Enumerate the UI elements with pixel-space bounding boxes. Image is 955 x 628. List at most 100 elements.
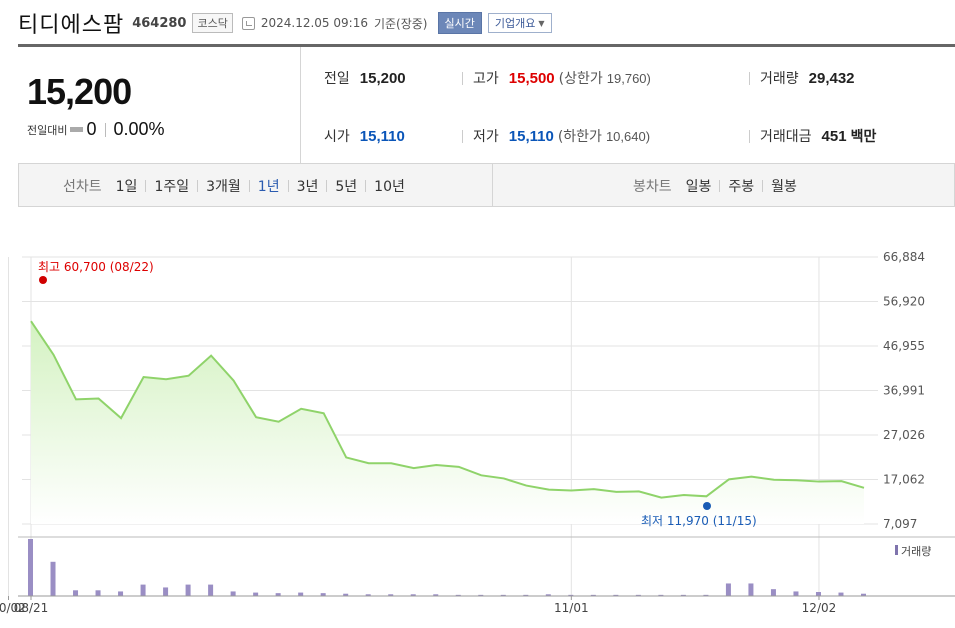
stat-divider [749, 130, 750, 143]
volume-bar [815, 592, 821, 596]
volume-bar [680, 594, 686, 596]
change-percent: 0.00% [113, 119, 165, 139]
tab-period-5[interactable]: 5년 [335, 179, 358, 195]
volume-bar [568, 594, 574, 596]
company-overview-label: 기업개요 [494, 17, 536, 30]
volume-bar [770, 589, 776, 596]
stat-divider [462, 130, 463, 143]
low-label: 저가 [473, 129, 499, 145]
prev-close-value: 15,200 [359, 69, 406, 87]
volume-bar [613, 594, 619, 596]
amount-label: 거래대금 [760, 129, 812, 145]
volume-bar [635, 594, 641, 596]
tab-candle-0[interactable]: 일봉 [685, 179, 712, 195]
tab-candle-1[interactable]: 주봉 [728, 179, 755, 195]
volume-bar [388, 594, 394, 596]
y-tick-label: 46,955 [883, 339, 925, 353]
upper-limit-value: 19,760) [606, 70, 651, 86]
change-row: 전일대비 0 0.00% [27, 119, 165, 140]
tab-divider [248, 180, 250, 192]
amount-unit: 백만 [850, 129, 877, 145]
change-label: 전일대비 [27, 123, 68, 137]
volume-bar [343, 593, 349, 596]
low-stat: 저가 15,110 (하한가 10,640) [473, 126, 650, 146]
y-tick-label: 7,097 [883, 517, 917, 531]
tab-divider [365, 180, 367, 192]
volume-value: 29,432 [808, 69, 855, 87]
tab-period-0[interactable]: 1일 [115, 179, 138, 195]
open-stat: 시가 15,110 [324, 126, 405, 146]
volume-bar [365, 594, 371, 596]
tab-period-3[interactable]: 1년 [257, 179, 280, 195]
volume-bar [320, 593, 326, 596]
x-tick-label: 11/01 [554, 601, 589, 615]
prev-close-label: 전일 [324, 71, 350, 87]
volume-bar [658, 594, 664, 596]
volume-bar [118, 591, 124, 596]
tab-period-4[interactable]: 3년 [296, 179, 319, 195]
y-tick-label: 36,991 [883, 383, 925, 397]
price-summary: 15,200 전일대비 0 0.00% 전일 15,200 고가 15,500 … [18, 47, 955, 164]
price-chart: 66,884 56,920 46,955 36,991 27,026 17,062 7,09… [0, 214, 955, 628]
y-tick-label: 56,920 [883, 294, 925, 308]
volume-bar [455, 594, 461, 596]
price-line [30, 320, 865, 499]
y-tick-label: 17,062 [883, 472, 925, 486]
amount-stat: 거래대금 451 백만 [760, 126, 876, 146]
tab-divider [762, 180, 764, 192]
volume-bar [95, 590, 101, 596]
volume-bar [208, 584, 214, 596]
tab-period-6[interactable]: 10년 [374, 179, 405, 195]
volume-bar [838, 592, 844, 596]
low-marker [703, 502, 711, 510]
y-tick-label: 66,884 [883, 250, 925, 264]
amount-value: 451 [821, 127, 847, 145]
tab-candle-2[interactable]: 월봉 [771, 179, 797, 195]
tab-period-1[interactable]: 1주일 [154, 179, 190, 195]
open-value: 15,110 [359, 127, 405, 145]
volume-bar [590, 594, 596, 596]
volume-legend-label: 거래량 [901, 545, 931, 558]
high-annotation: 최고 60,700 (08/22) [38, 260, 154, 274]
stock-name: 티디에스팜 [18, 13, 125, 38]
volume-bar [275, 593, 281, 596]
price-area [31, 321, 864, 524]
tab-divider [326, 180, 328, 192]
volume-bar [500, 594, 506, 596]
market-badge: 코스닥 [192, 13, 233, 33]
quote-datetime: 2024.12.05 09:16 [260, 16, 368, 30]
tab-period-2[interactable]: 3개월 [206, 179, 241, 195]
volume-bar [545, 594, 551, 596]
tab-divider [145, 180, 147, 192]
current-price: 15,200 [27, 71, 132, 112]
x-tick-label: 10/02 [0, 601, 26, 615]
volume-bar [73, 590, 79, 596]
volume-bar [253, 592, 259, 596]
realtime-button[interactable]: 실시간 [437, 12, 482, 34]
volume-bar [478, 594, 484, 596]
high-label: 고가 [473, 71, 499, 87]
price-chart-svg: 66,884 56,920 46,955 36,991 27,026 17,062 7,09… [0, 250, 955, 615]
tab-divider [719, 180, 721, 192]
volume-bar [28, 539, 33, 596]
low-value: 15,110 [508, 127, 554, 145]
current-price-block: 15,200 전일대비 0 0.00% [18, 47, 301, 164]
volume-bar [433, 594, 439, 596]
chart-tabbar: 선차트 1일 1주일 3개월 1년 3년 5년 10년 봉차트 일봉 주봉 월봉 [18, 164, 955, 207]
company-overview-dropdown[interactable]: 기업개요 ▼ [487, 13, 552, 33]
line-chart-tabs: 선차트 1일 1주일 3개월 1년 3년 5년 10년 [63, 176, 405, 196]
lower-limit-value: 10,640) [605, 128, 651, 144]
quote-basis: 기준(장중) [373, 16, 428, 31]
change-value: 0 [86, 119, 97, 139]
open-label: 시가 [324, 129, 350, 145]
volume-label: 거래량 [760, 71, 799, 87]
volume-legend-swatch [895, 545, 898, 555]
volume-bar [523, 594, 529, 596]
calendar-icon [241, 16, 255, 30]
volume-bar [861, 593, 866, 596]
lower-limit-label: (하한가 [557, 129, 602, 145]
volume-bar [793, 591, 799, 596]
prev-close-stat: 전일 15,200 [324, 68, 406, 88]
volume-bar [50, 561, 56, 596]
tab-divider [287, 180, 289, 192]
